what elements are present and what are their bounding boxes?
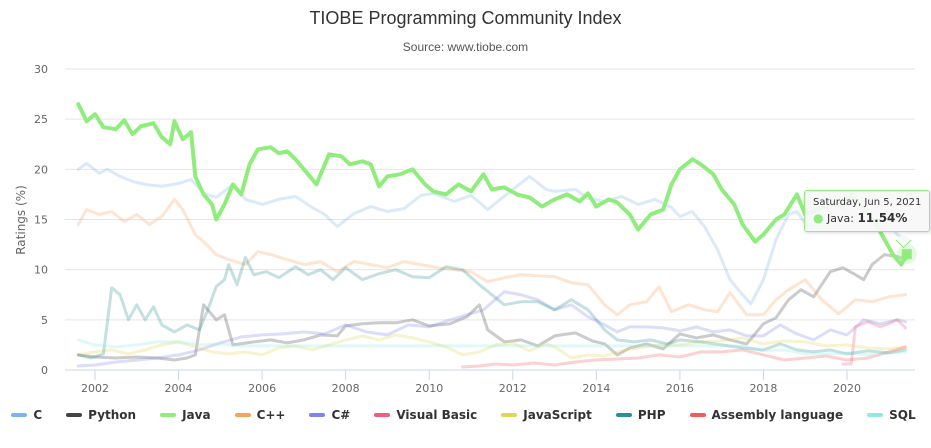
- legend-label: Java: [182, 408, 211, 422]
- x-tick-label: 2004: [165, 382, 193, 395]
- legend-label: C: [33, 408, 43, 422]
- legend-swatch-icon: [11, 413, 28, 417]
- y-tick-label: 30: [34, 63, 48, 76]
- x-tick-label: 2010: [415, 382, 443, 395]
- series-line-c-[interactable]: [76, 290, 907, 368]
- legend-item-visual-basic[interactable]: Visual Basic: [374, 408, 477, 422]
- x-tick-label: 2014: [582, 382, 610, 395]
- y-axis-ticks: 0 5 10 15 20 25 30: [34, 63, 48, 377]
- series-line-python[interactable]: [76, 253, 907, 362]
- y-tick-label: 0: [41, 364, 48, 377]
- series-lines: [76, 102, 909, 369]
- legend-label: Assembly language: [711, 408, 844, 422]
- y-tick-label: 10: [34, 264, 48, 277]
- legend-item-php[interactable]: PHP: [615, 408, 666, 422]
- legend-item-java[interactable]: Java: [160, 408, 211, 422]
- hover-marker: [896, 244, 917, 265]
- chart-plot-area[interactable]: 0 5 10 15 20 25 30 2002 2004 2006 2008 2010 2012 201…: [0, 0, 931, 400]
- legend-item-javascript[interactable]: JavaScript: [501, 408, 592, 422]
- y-tick-label: 20: [34, 163, 48, 176]
- legend-label: C#: [331, 408, 351, 422]
- series-dot-icon: ●: [813, 211, 824, 225]
- legend-item-c-[interactable]: C++: [234, 408, 286, 422]
- x-tick-label: 2012: [499, 382, 527, 395]
- tooltip-series: Java: [826, 212, 851, 225]
- x-axis-ticks: 2002 2004 2006 2008 2010 2012 2014 2016 2018 2020: [81, 370, 861, 395]
- grid-lines: [65, 68, 915, 371]
- x-tick-label: 2020: [833, 382, 861, 395]
- legend-swatch-icon: [374, 413, 391, 417]
- legend-item-assembly-language[interactable]: Assembly language: [689, 408, 844, 422]
- legend-label: PHP: [637, 408, 666, 422]
- tooltip: Saturday, Jun 5, 2021 ● Java: 11.54%: [804, 190, 931, 232]
- x-tick-label: 2006: [248, 382, 276, 395]
- legend-swatch-icon: [689, 413, 706, 417]
- y-tick-label: 5: [41, 314, 48, 327]
- legend-label: Visual Basic: [396, 408, 478, 422]
- x-tick-label: 2008: [332, 382, 360, 395]
- series-line-visual-basic[interactable]: [841, 318, 907, 366]
- legend-swatch-icon: [66, 413, 83, 417]
- tooltip-date: Saturday, Jun 5, 2021: [813, 197, 922, 208]
- y-axis-title: Ratings (%): [14, 185, 28, 255]
- series-line-sql[interactable]: [76, 338, 907, 357]
- legend-swatch-icon: [867, 413, 884, 417]
- x-tick-label: 2002: [81, 382, 109, 395]
- legend-swatch-icon: [615, 413, 632, 417]
- legend-label: JavaScript: [523, 408, 592, 422]
- legend-swatch-icon: [501, 413, 518, 417]
- legend-label: SQL: [889, 408, 916, 422]
- y-tick-label: 25: [34, 113, 48, 126]
- series-line-c[interactable]: [76, 161, 907, 306]
- x-tick-label: 2016: [666, 382, 694, 395]
- y-tick-label: 15: [34, 214, 48, 227]
- legend-swatch-icon: [160, 413, 177, 417]
- series-line-assembly-language[interactable]: [461, 345, 907, 369]
- chart-title: TIOBE Programming Community Index: [309, 8, 622, 28]
- legend-label: Python: [88, 408, 137, 422]
- legend-swatch-icon: [234, 413, 251, 417]
- legend: C Python Java C++ C# Visual Basic JavaScript PH…: [0, 408, 931, 422]
- series-line-java[interactable]: [76, 102, 909, 267]
- legend-item-python[interactable]: Python: [66, 408, 136, 422]
- series-line-c-[interactable]: [76, 197, 907, 317]
- series-line-javascript[interactable]: [76, 333, 907, 360]
- legend-swatch-icon: [309, 413, 326, 417]
- series-line-php[interactable]: [76, 256, 907, 360]
- chart-subtitle: Source: www.tiobe.com: [402, 40, 529, 54]
- tooltip-value: 11.54%: [857, 211, 908, 225]
- x-tick-label: 2018: [749, 382, 777, 395]
- hover-point[interactable]: [901, 249, 912, 260]
- legend-item-c-[interactable]: C#: [309, 408, 350, 422]
- legend-item-c[interactable]: C: [11, 408, 42, 422]
- legend-label: C++: [256, 408, 286, 422]
- legend-item-sql[interactable]: SQL: [867, 408, 916, 422]
